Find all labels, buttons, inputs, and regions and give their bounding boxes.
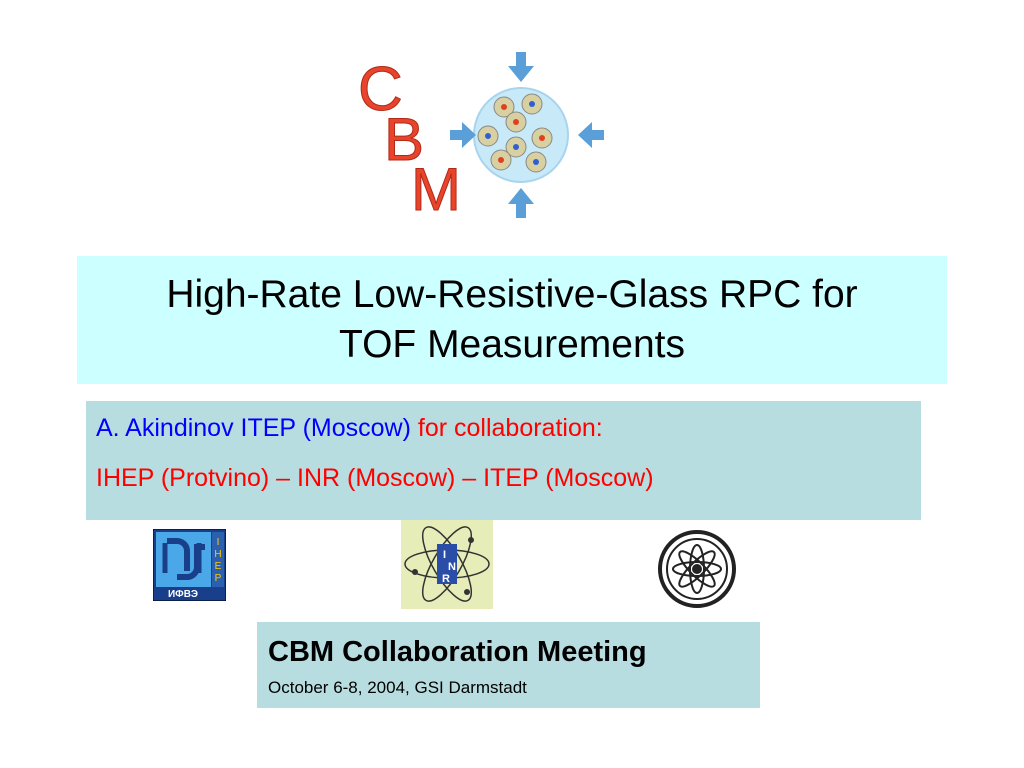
title-line-2: TOF Measurements bbox=[338, 323, 686, 366]
cbm-letter-b: B bbox=[384, 106, 424, 173]
meeting-box: CBM Collaboration Meeting October 6-8, 2… bbox=[257, 622, 760, 708]
itep-logo bbox=[657, 530, 737, 608]
inr-logo: I N R bbox=[401, 520, 493, 609]
compression-arrows bbox=[450, 52, 604, 218]
nucleon-cluster bbox=[477, 93, 553, 173]
title-line-1: High-Rate Low-Resistive-Glass RPC for bbox=[166, 273, 858, 316]
inr-letter-i: I bbox=[443, 549, 446, 561]
cbm-letter-c: C bbox=[358, 55, 403, 124]
cbm-letter-m: M bbox=[411, 156, 461, 222]
ihep-logo-text: ИФВЭ bbox=[168, 589, 198, 600]
title-box: High-Rate Low-Resistive-Glass RPC for TO… bbox=[77, 256, 947, 384]
collaboration-label: for collaboration: bbox=[410, 414, 603, 442]
svg-text:E: E bbox=[215, 561, 222, 572]
author-line: A. Akindinov ITEP (Moscow) for collabora… bbox=[96, 413, 603, 443]
svg-text:I: I bbox=[217, 537, 220, 548]
cbm-logo: C B M bbox=[356, 52, 606, 224]
ihep-logo: I H E P ИФВЭ bbox=[152, 528, 227, 602]
presentation-title: High-Rate Low-Resistive-Glass RPC for TO… bbox=[166, 270, 857, 370]
inr-letter-r: R bbox=[442, 573, 450, 585]
svg-text:H: H bbox=[214, 549, 221, 560]
author-name: A. Akindinov ITEP (Moscow) bbox=[96, 414, 411, 442]
meeting-title: CBM Collaboration Meeting bbox=[268, 636, 647, 668]
svg-text:P: P bbox=[215, 573, 222, 584]
inr-letter-n: N bbox=[448, 561, 456, 573]
institutes-line: IHEP (Protvino) – INR (Moscow) – ITEP (M… bbox=[96, 464, 654, 492]
author-box: A. Akindinov ITEP (Moscow) for collabora… bbox=[86, 401, 921, 520]
meeting-date-location: October 6-8, 2004, GSI Darmstadt bbox=[268, 678, 527, 697]
